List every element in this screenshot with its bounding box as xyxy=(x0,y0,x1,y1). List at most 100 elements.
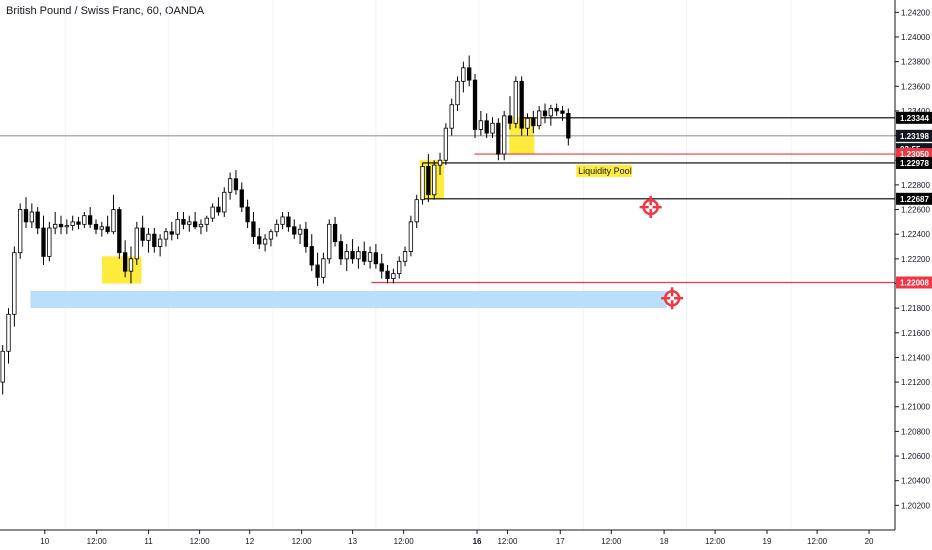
candle-body[interactable] xyxy=(426,165,431,196)
candle-body[interactable] xyxy=(344,251,349,260)
candle-body[interactable] xyxy=(402,251,408,262)
candle-body[interactable] xyxy=(140,227,145,241)
candle-body[interactable] xyxy=(198,223,204,228)
candle-body[interactable] xyxy=(175,218,180,235)
candle-body[interactable] xyxy=(554,108,559,112)
candle-body[interactable] xyxy=(548,108,553,117)
candle-body[interactable] xyxy=(513,80,518,124)
candle-body[interactable] xyxy=(391,273,396,279)
candle-body[interactable] xyxy=(531,117,536,127)
candle-body[interactable] xyxy=(117,209,122,254)
support-zone[interactable] xyxy=(30,290,667,309)
candle-body[interactable] xyxy=(542,110,548,117)
candle-body[interactable] xyxy=(362,251,367,262)
candle-body[interactable] xyxy=(204,217,209,225)
candle-body[interactable] xyxy=(146,233,151,241)
highlight-box[interactable] xyxy=(102,256,142,284)
candle-body[interactable] xyxy=(245,206,250,223)
candle-body[interactable] xyxy=(47,227,52,257)
candle-body[interactable] xyxy=(315,264,320,278)
candle-body[interactable] xyxy=(303,228,309,247)
candle-body[interactable] xyxy=(408,221,414,252)
price-tag[interactable] xyxy=(896,111,932,124)
candle-body[interactable] xyxy=(385,270,390,279)
candle-body[interactable] xyxy=(268,231,274,240)
candle-body[interactable] xyxy=(76,221,81,225)
candle-body[interactable] xyxy=(53,223,58,229)
candle-body[interactable] xyxy=(0,350,5,383)
candle-body[interactable] xyxy=(82,215,87,225)
candle-body[interactable] xyxy=(496,122,501,155)
candle-body[interactable] xyxy=(239,189,244,208)
candle-body[interactable] xyxy=(449,104,454,129)
candle-body[interactable] xyxy=(227,178,233,193)
price-tag[interactable] xyxy=(896,156,932,169)
candle-body[interactable] xyxy=(297,228,303,235)
candle-body[interactable] xyxy=(35,211,40,229)
candle-body[interactable] xyxy=(560,110,565,114)
candle-body[interactable] xyxy=(111,209,116,233)
candle-body[interactable] xyxy=(379,263,384,272)
candle-body[interactable] xyxy=(519,80,524,129)
candle-body[interactable] xyxy=(414,199,419,223)
candle-body[interactable] xyxy=(23,209,29,223)
candle-body[interactable] xyxy=(274,223,279,233)
candle-body[interactable] xyxy=(262,238,268,245)
candle-body[interactable] xyxy=(64,225,69,228)
candle-body[interactable] xyxy=(41,227,46,257)
candle-body[interactable] xyxy=(181,218,186,225)
price-tag[interactable] xyxy=(896,276,932,289)
candle-body[interactable] xyxy=(525,117,530,129)
candle-body[interactable] xyxy=(6,313,11,352)
candle-body[interactable] xyxy=(507,115,513,124)
candle-body[interactable] xyxy=(93,223,99,230)
candle-body[interactable] xyxy=(128,258,134,272)
candle-body[interactable] xyxy=(210,206,215,219)
candle-body[interactable] xyxy=(12,252,17,315)
candle-body[interactable] xyxy=(502,115,507,155)
candle-body[interactable] xyxy=(484,120,489,134)
candle-body[interactable] xyxy=(88,215,93,225)
candle-body[interactable] xyxy=(163,231,169,240)
candle-body[interactable] xyxy=(443,127,449,161)
candle-body[interactable] xyxy=(566,112,571,139)
candle-body[interactable] xyxy=(373,252,379,265)
candle-body[interactable] xyxy=(257,236,262,245)
candle-body[interactable] xyxy=(216,206,221,213)
candle-body[interactable] xyxy=(169,231,174,235)
candle-body[interactable] xyxy=(367,252,373,262)
candle-body[interactable] xyxy=(472,79,478,130)
candle-body[interactable] xyxy=(467,67,472,81)
candle-body[interactable] xyxy=(157,238,163,247)
candle-body[interactable] xyxy=(432,164,437,196)
candle-body[interactable] xyxy=(420,165,425,201)
candle-body[interactable] xyxy=(350,251,355,260)
price-tag[interactable] xyxy=(896,129,932,142)
candle-body[interactable] xyxy=(105,226,110,233)
candle-body[interactable] xyxy=(537,110,542,127)
candle-body[interactable] xyxy=(70,221,75,226)
candle-body[interactable] xyxy=(338,241,344,260)
candle-body[interactable] xyxy=(327,223,332,260)
candle-body[interactable] xyxy=(309,246,314,266)
candle-body[interactable] xyxy=(397,260,402,275)
candle-body[interactable] xyxy=(187,221,192,225)
price-tag[interactable] xyxy=(896,192,932,205)
candle-body[interactable] xyxy=(233,178,239,191)
candle-body[interactable] xyxy=(437,159,443,166)
candle-body[interactable] xyxy=(99,226,104,230)
candle-body[interactable] xyxy=(490,122,495,134)
candle-body[interactable] xyxy=(356,251,361,260)
candle-body[interactable] xyxy=(134,227,139,260)
candle-body[interactable] xyxy=(292,226,297,235)
candle-body[interactable] xyxy=(461,67,466,82)
candle-body[interactable] xyxy=(29,211,34,223)
candle-body[interactable] xyxy=(280,216,285,225)
candle-body[interactable] xyxy=(251,221,256,238)
candle-body[interactable] xyxy=(332,223,338,242)
candle-body[interactable] xyxy=(478,120,484,130)
candle-body[interactable] xyxy=(455,80,460,106)
candle-body[interactable] xyxy=(192,221,198,228)
candle-body[interactable] xyxy=(18,209,23,254)
